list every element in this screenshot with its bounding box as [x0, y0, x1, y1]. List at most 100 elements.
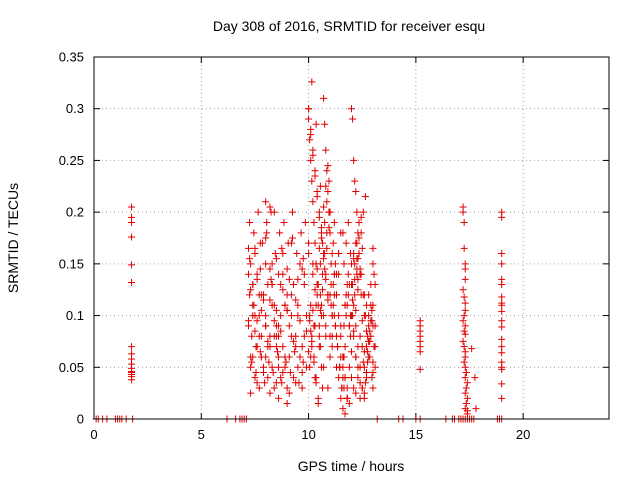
data-point	[263, 218, 271, 226]
data-point	[285, 275, 293, 283]
data-point	[307, 353, 315, 361]
data-point	[337, 322, 345, 330]
data-point	[251, 327, 259, 335]
data-point	[299, 358, 307, 366]
data-point	[317, 234, 325, 242]
data-point	[357, 213, 365, 221]
data-point	[323, 167, 331, 175]
data-point	[352, 389, 360, 397]
data-point	[313, 265, 321, 273]
data-point	[245, 270, 252, 278]
x-tick-label: 0	[90, 427, 97, 442]
data-point	[293, 250, 301, 258]
data-point	[310, 358, 318, 366]
data-point	[360, 291, 368, 299]
data-point	[332, 363, 340, 371]
data-point	[359, 208, 367, 216]
x-tick-label: 10	[301, 427, 315, 442]
data-point	[258, 239, 266, 247]
data-point	[306, 317, 314, 325]
data-point	[285, 389, 293, 397]
data-point	[350, 327, 358, 335]
data-point	[309, 306, 317, 314]
data-point	[319, 239, 327, 247]
data-point	[323, 198, 331, 206]
data-point	[255, 332, 263, 340]
data-point	[247, 286, 255, 294]
data-point	[266, 389, 274, 397]
data-point	[461, 374, 469, 382]
data-point	[369, 260, 377, 268]
data-point	[296, 317, 304, 325]
data-point	[363, 327, 371, 335]
data-point	[461, 265, 469, 273]
data-point	[341, 343, 349, 351]
data-point	[320, 363, 328, 371]
data-point	[305, 348, 313, 356]
data-point	[267, 275, 275, 283]
data-point	[249, 301, 257, 309]
data-point	[369, 301, 377, 309]
data-point	[281, 301, 289, 309]
data-point	[298, 384, 306, 392]
data-point	[264, 343, 272, 351]
data-point	[335, 250, 343, 258]
data-point	[326, 208, 334, 216]
x-tick-label: 15	[409, 427, 423, 442]
data-point	[300, 281, 308, 289]
data-point	[320, 94, 328, 102]
data-point	[248, 358, 256, 366]
data-point	[344, 270, 352, 278]
data-point	[278, 244, 286, 252]
data-point	[340, 384, 348, 392]
data-point	[264, 374, 272, 382]
data-point	[257, 353, 265, 361]
data-point	[261, 379, 269, 387]
data-point	[296, 353, 304, 361]
data-point	[326, 353, 334, 361]
data-point	[298, 368, 306, 376]
data-point	[249, 281, 257, 289]
data-point	[337, 353, 345, 361]
data-point	[128, 233, 136, 241]
data-point	[345, 363, 353, 371]
data-point	[268, 301, 276, 309]
data-point	[270, 332, 278, 340]
data-point	[330, 270, 338, 278]
data-point	[371, 322, 379, 330]
data-point	[358, 317, 366, 325]
data-point	[309, 270, 317, 278]
data-point	[327, 301, 335, 309]
data-point	[330, 218, 338, 226]
data-point	[316, 306, 324, 314]
data-point	[461, 299, 469, 307]
data-point	[463, 379, 471, 387]
data-point	[262, 234, 270, 242]
data-point	[279, 343, 287, 351]
data-point	[311, 172, 319, 180]
data-point	[256, 348, 264, 356]
data-point	[294, 363, 302, 371]
data-point	[498, 394, 506, 402]
data-point	[355, 218, 363, 226]
data-point	[291, 348, 299, 356]
data-point	[266, 203, 274, 211]
y-tick-label: 0.15	[59, 256, 84, 271]
data-point	[341, 410, 349, 418]
data-point	[294, 275, 302, 283]
data-point	[284, 239, 292, 247]
data-point	[247, 363, 255, 371]
data-point	[246, 255, 254, 263]
data-point	[277, 327, 285, 335]
data-point	[266, 265, 274, 273]
data-point	[335, 374, 343, 382]
data-point	[343, 394, 351, 402]
data-point	[285, 322, 293, 330]
data-point	[498, 301, 506, 309]
data-point	[317, 224, 325, 232]
data-point	[272, 343, 280, 351]
data-point	[277, 281, 285, 289]
data-point	[498, 213, 506, 221]
data-point	[292, 296, 300, 304]
data-point	[316, 182, 324, 190]
